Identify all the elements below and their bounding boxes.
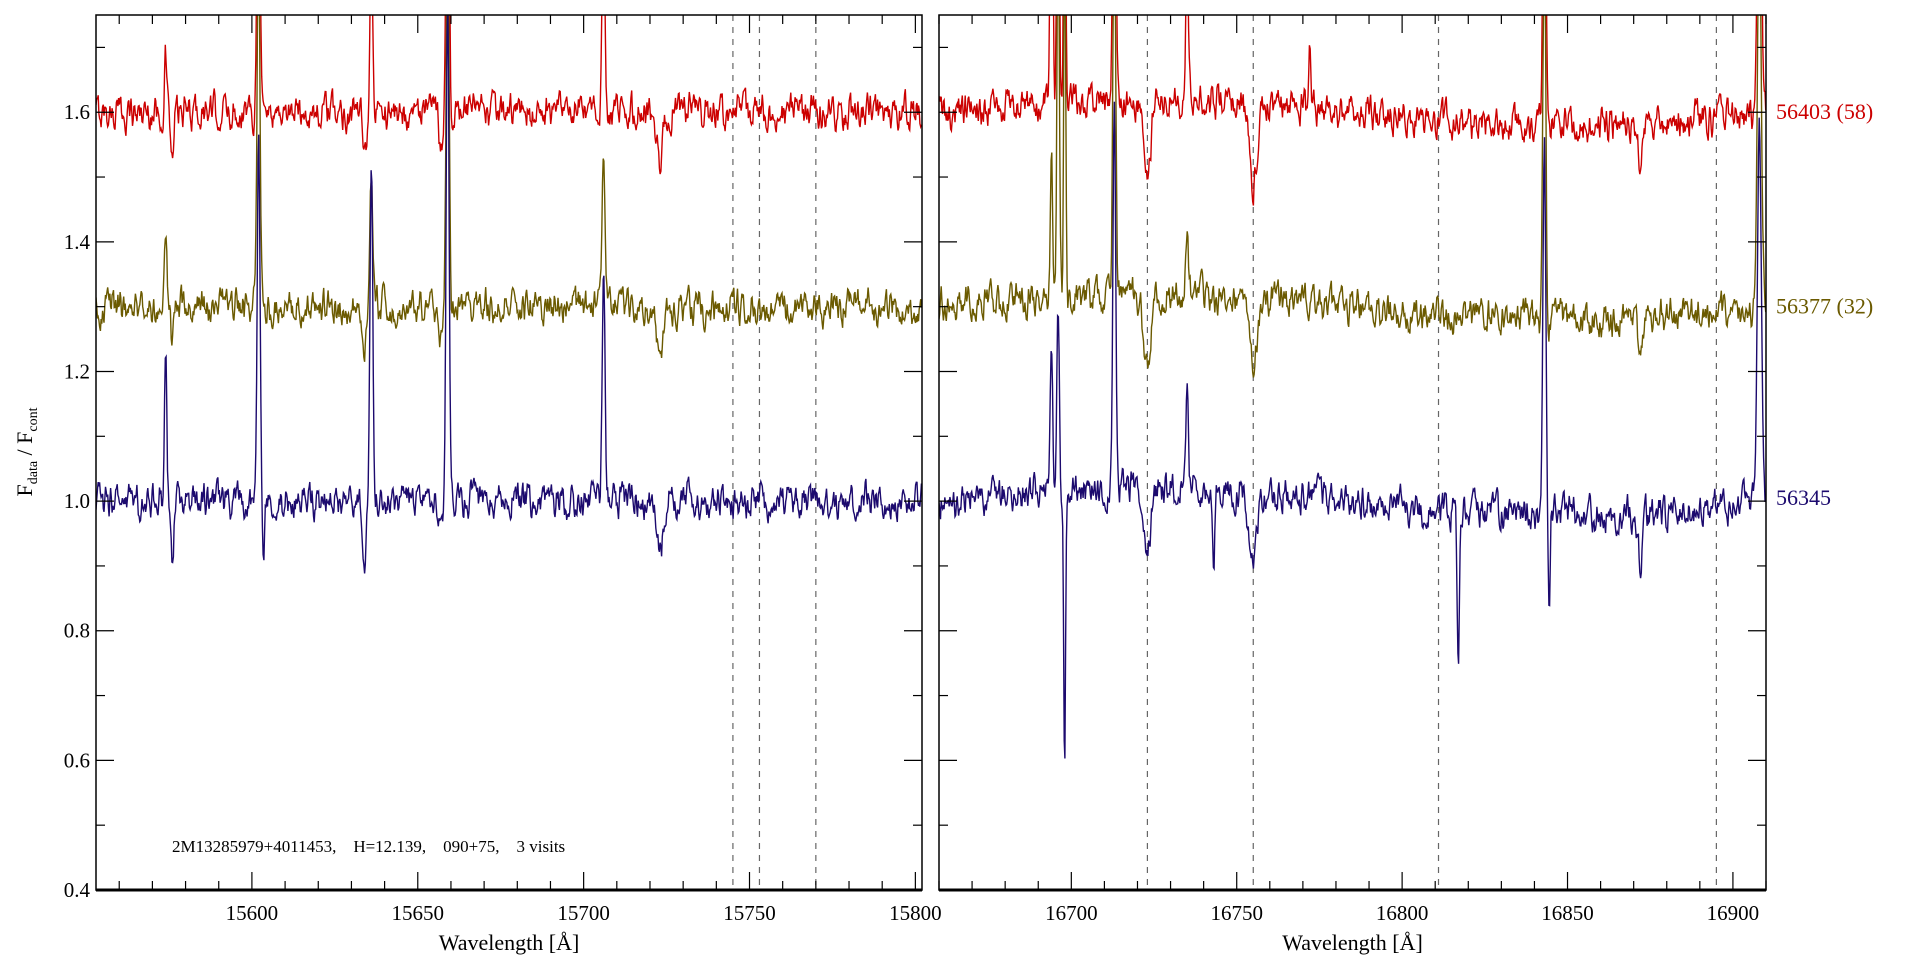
- series-label: 56345: [1776, 485, 1831, 510]
- series-label: 56403 (58): [1776, 99, 1873, 124]
- spectrum-line-56403: [939, 15, 1766, 206]
- y-tick-label: 0.4: [64, 878, 91, 902]
- x-tick-label: 16850: [1541, 901, 1594, 925]
- ylabel-separator: / F: [12, 432, 37, 461]
- x-tick-label: 15650: [392, 901, 445, 925]
- y-tick-label: 1.4: [64, 230, 91, 254]
- spectrum-line-56377: [96, 15, 922, 362]
- x-tick-label: 15800: [889, 901, 942, 925]
- annotation-text: 2M13285979+4011453, H=12.139, 090+75, 3 …: [172, 837, 565, 856]
- ylabel-sub-data: data: [26, 460, 41, 484]
- ylabel-main: F: [12, 484, 37, 496]
- x-tick-label: 16750: [1210, 901, 1263, 925]
- x-tick-label: 16700: [1045, 901, 1098, 925]
- spectra-group: [96, 15, 922, 574]
- y-tick-label: 1.0: [64, 489, 90, 513]
- svg-text:Fdata / Fcont: Fdata / Fcont: [12, 407, 41, 496]
- spectra-group: [939, 15, 1766, 759]
- spectrum-line-56377: [939, 15, 1766, 378]
- y-tick-label: 1.6: [64, 100, 90, 124]
- x-tick-label: 15700: [557, 901, 610, 925]
- x-axis-label: Wavelength [Å]: [439, 930, 580, 955]
- spectrum-line-56345: [96, 15, 922, 574]
- y-tick-label: 0.6: [64, 748, 90, 772]
- spectrum-line-56403: [96, 15, 922, 175]
- y-tick-label: 1.2: [64, 359, 90, 383]
- x-tick-label: 16800: [1376, 901, 1429, 925]
- legend: 56403 (58) 56377 (32) 56345: [1776, 99, 1873, 510]
- x-axis-label: Wavelength [Å]: [1282, 930, 1423, 955]
- spectrum-line-56345: [939, 101, 1766, 759]
- right-panel: 16700 16750 16800 16850 16900 Wavelength [Å]: [938, 14, 1767, 955]
- x-tick-label: 15750: [723, 901, 776, 925]
- left-panel: 15600 15650 15700 15750 15800 Wavelength [Å] 0…: [64, 14, 942, 955]
- plot-frame: [95, 14, 923, 891]
- series-label: 56377 (32): [1776, 294, 1873, 319]
- ylabel-sub-cont: cont: [26, 407, 41, 431]
- x-tick-label: 15600: [226, 901, 279, 925]
- y-tick-label: 0.8: [64, 619, 90, 643]
- y-axis-label: Fdata / Fcont: [12, 407, 41, 496]
- x-tick-label: 16900: [1707, 901, 1760, 925]
